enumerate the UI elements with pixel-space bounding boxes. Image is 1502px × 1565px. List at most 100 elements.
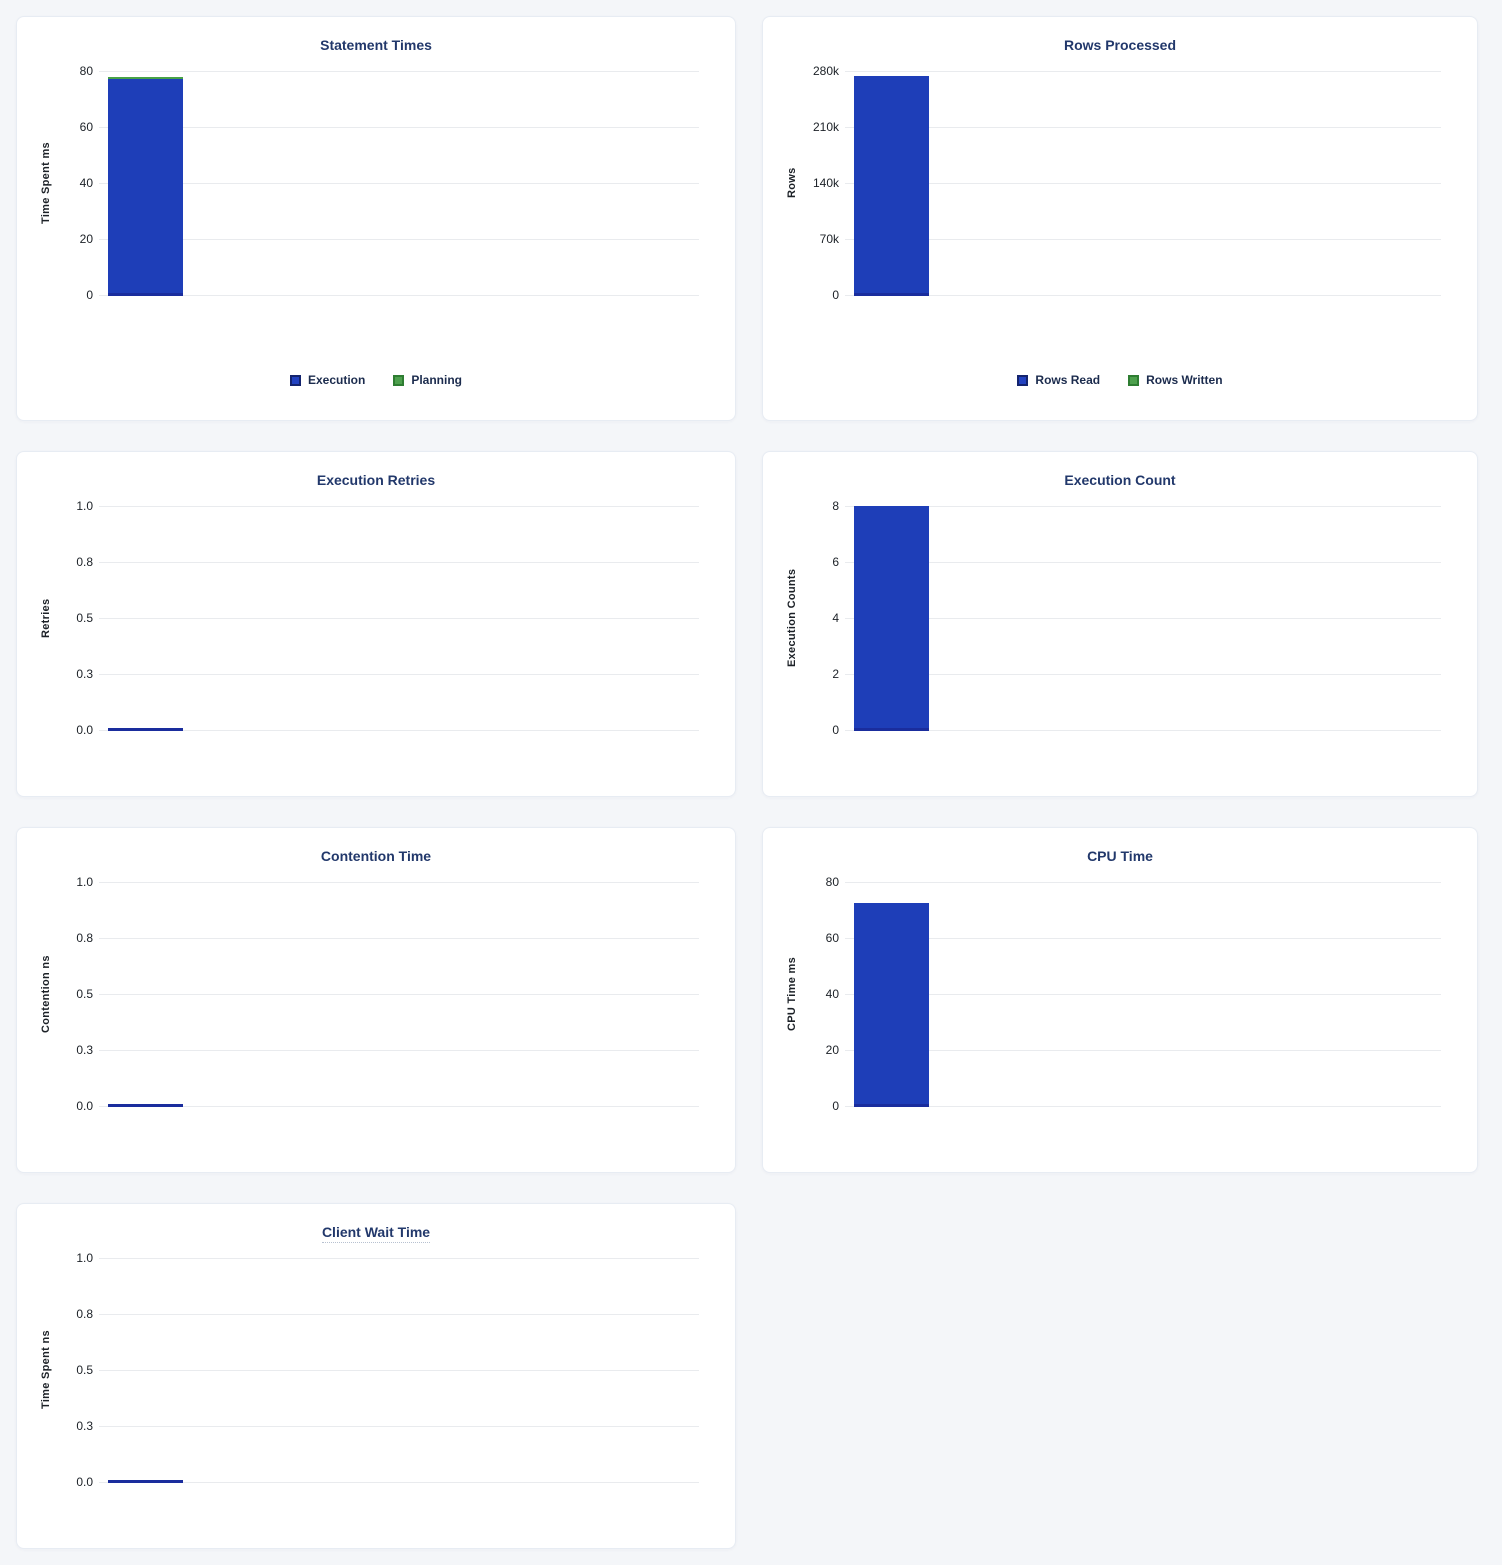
y-tick-label: 70k — [819, 232, 839, 246]
y-tick-label: 0.5 — [76, 611, 93, 625]
chart-card-contention-time: Contention Time Contention ns 1.0 0.8 0.5 0… — [16, 827, 736, 1173]
legend-swatch-icon — [1128, 374, 1140, 386]
y-tick-label: 0.8 — [76, 931, 93, 945]
bar-zero-baseline — [854, 728, 929, 731]
chart-title-text: CPU Time — [1087, 848, 1153, 864]
chart-title-text: Rows Processed — [1063, 37, 1177, 53]
gridline — [99, 1314, 699, 1315]
y-axis-label: Retries — [40, 598, 52, 638]
y-tick-label: 140k — [812, 176, 839, 190]
y-axis-ticks: 8 6 4 2 0 — [807, 499, 845, 737]
chart-title: Execution Retries — [17, 470, 735, 490]
chart-legend: Execution Planning — [17, 295, 735, 420]
y-tick-label: 0.0 — [76, 723, 93, 737]
y-axis-label: Contention ns — [40, 955, 52, 1033]
chart-title: CPU Time — [763, 846, 1477, 866]
gridline — [99, 295, 699, 296]
y-axis-ticks: 1.0 0.8 0.5 0.3 0.0 — [61, 499, 99, 737]
plot-area — [845, 71, 1441, 296]
gridline — [845, 127, 1441, 128]
gridline — [845, 674, 1441, 675]
legend-item: Planning — [393, 373, 462, 387]
y-tick-label: 40 — [825, 987, 839, 1001]
chart-title: Client Wait Time — [17, 1222, 735, 1243]
y-axis-label: Time Spent ms — [40, 142, 52, 224]
y-axis-ticks: 80 60 40 20 0 — [807, 875, 845, 1113]
chart-card-rows-processed: Rows Processed Rows 280k 210k 140k 70k 0 Row… — [762, 16, 1478, 421]
y-tick-label: 80 — [825, 875, 839, 889]
chart-card-execution-retries: Execution Retries Retries 1.0 0.8 0.5 0.3 0.… — [16, 451, 736, 797]
chart-body: Rows 280k 210k 140k 70k 0 — [763, 64, 1477, 302]
bar-segment[interactable] — [854, 903, 929, 1106]
chart-body: CPU Time ms 80 60 40 20 0 — [763, 875, 1477, 1113]
legend-swatch-icon — [289, 374, 301, 386]
legend-item: Rows Read — [1017, 373, 1100, 387]
gridline — [99, 730, 699, 731]
plot-area — [99, 506, 699, 731]
chart-title-tooltip[interactable]: Client Wait Time — [321, 1224, 431, 1243]
chart-body: Contention ns 1.0 0.8 0.5 0.3 0.0 — [17, 875, 735, 1113]
legend-item: Rows Written — [1128, 373, 1223, 387]
bar-segment[interactable] — [108, 76, 183, 80]
gridline — [99, 1258, 699, 1259]
y-tick-label: 60 — [79, 120, 93, 134]
chart-title: Rows Processed — [763, 35, 1477, 55]
y-tick-label: 20 — [79, 232, 93, 246]
y-tick-label: 0.3 — [76, 667, 93, 681]
bar-zero-baseline — [108, 1480, 183, 1483]
gridline — [845, 295, 1441, 296]
gridline — [845, 618, 1441, 619]
gridline — [99, 994, 699, 995]
bar-zero-baseline — [854, 293, 929, 296]
gridline — [99, 1050, 699, 1051]
y-axis-label: Rows — [786, 167, 798, 199]
gridline — [845, 183, 1441, 184]
chart-title-text: Statement Times — [320, 37, 432, 53]
bar-zero-baseline — [854, 1104, 929, 1107]
gridline — [845, 506, 1441, 507]
bar-segment[interactable] — [108, 79, 183, 295]
y-tick-label: 280k — [812, 64, 839, 78]
gridline — [99, 562, 699, 563]
plot-area — [99, 71, 699, 296]
legend-label: Rows Written — [1146, 373, 1223, 387]
plot-area — [845, 506, 1441, 731]
y-tick-label: 0.0 — [76, 1475, 93, 1489]
chart-title: Contention Time — [17, 846, 735, 866]
y-tick-label: 8 — [832, 499, 839, 513]
chart-footer — [763, 730, 1477, 796]
y-tick-label: 0.5 — [76, 987, 93, 1001]
y-axis-ticks: 1.0 0.8 0.5 0.3 0.0 — [61, 875, 99, 1113]
gridline — [99, 183, 699, 184]
y-tick-label: 1.0 — [76, 499, 93, 513]
gridline — [99, 674, 699, 675]
chart-body: Time Spent ns 1.0 0.8 0.5 0.3 0.0 — [17, 1251, 735, 1489]
y-tick-label: 0 — [86, 288, 93, 302]
gridline — [99, 1370, 699, 1371]
y-tick-label: 0.3 — [76, 1419, 93, 1433]
y-tick-label: 6 — [832, 555, 839, 569]
chart-body: Retries 1.0 0.8 0.5 0.3 0.0 — [17, 499, 735, 737]
chart-card-cpu-time: CPU Time CPU Time ms 80 60 40 20 0 — [762, 827, 1478, 1173]
y-tick-label: 0 — [832, 723, 839, 737]
chart-title-text: Contention Time — [320, 848, 432, 864]
plot-area — [99, 1258, 699, 1483]
legend-label: Planning — [411, 373, 463, 387]
y-tick-label: 0 — [832, 1099, 839, 1113]
y-axis-label: Execution Counts — [786, 568, 798, 668]
gridline — [99, 1106, 699, 1107]
chart-card-execution-count: Execution Count Execution Counts 8 6 4 2 0 — [762, 451, 1478, 797]
y-tick-label: 4 — [832, 611, 839, 625]
gridline — [99, 1482, 699, 1483]
plot-area — [845, 882, 1441, 1107]
y-axis-label: CPU Time ms — [786, 957, 798, 1032]
chart-footer — [17, 1106, 735, 1172]
gridline — [845, 882, 1441, 883]
y-tick-label: 0.0 — [76, 1099, 93, 1113]
y-tick-label: 40 — [79, 176, 93, 190]
bar-segment[interactable] — [854, 75, 929, 295]
y-tick-label: 0.3 — [76, 1043, 93, 1057]
legend-item: Execution — [289, 373, 365, 387]
y-axis-ticks: 280k 210k 140k 70k 0 — [807, 64, 845, 302]
bar-segment[interactable] — [854, 506, 929, 730]
